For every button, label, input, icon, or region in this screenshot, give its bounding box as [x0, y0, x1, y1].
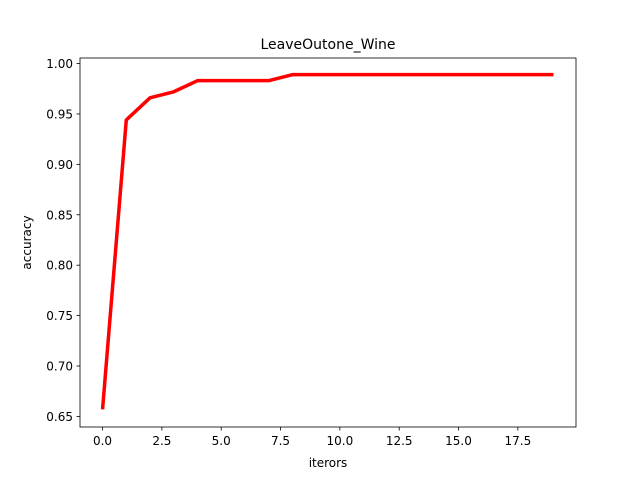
y-tick-label: 0.80 — [46, 259, 73, 273]
y-axis-ticks: 0.65 0.70 0.75 0.80 0.85 0.90 0.95 1.00 — [46, 57, 80, 424]
chart-title: LeaveOutone_Wine — [261, 37, 396, 53]
y-tick-label: 0.95 — [46, 107, 73, 121]
x-tick-label: 0.0 — [93, 434, 112, 448]
y-tick-label: 0.85 — [46, 208, 73, 222]
plot-area — [100, 72, 554, 410]
y-tick-label: 0.65 — [46, 410, 73, 424]
y-tick-label: 0.90 — [46, 158, 73, 172]
x-tick-label: 12.5 — [386, 434, 413, 448]
y-tick-label: 0.70 — [46, 360, 73, 374]
y-axis-label: accuracy — [20, 215, 34, 269]
x-tick-label: 10.0 — [327, 434, 354, 448]
axes-frame — [79, 57, 577, 428]
x-tick-label: 17.5 — [504, 434, 531, 448]
x-tick-label: 7.5 — [271, 434, 290, 448]
x-tick-label: 2.5 — [152, 434, 171, 448]
x-axis-label: iterors — [309, 456, 348, 470]
y-tick-label: 1.00 — [46, 57, 73, 71]
accuracy-series-line — [100, 72, 554, 410]
x-tick-label: 15.0 — [445, 434, 472, 448]
y-tick-label: 0.75 — [46, 309, 73, 323]
x-axis-ticks: 0.0 2.5 5.0 7.5 10.0 12.5 15.0 17.5 — [93, 427, 531, 448]
x-tick-label: 5.0 — [212, 434, 231, 448]
